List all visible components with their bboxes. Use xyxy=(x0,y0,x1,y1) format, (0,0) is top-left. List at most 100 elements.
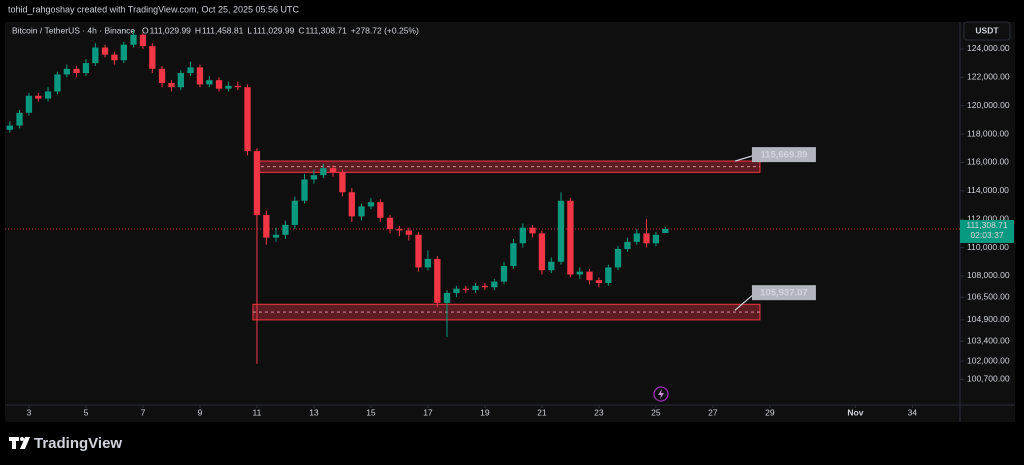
lightning-icon[interactable] xyxy=(653,386,669,402)
y-tick-label: 116,000.00 xyxy=(967,157,1009,167)
callout-line xyxy=(734,292,756,311)
candle-body xyxy=(491,281,498,288)
y-tick-label: 124,000.00 xyxy=(967,43,1010,53)
candle-body xyxy=(415,234,422,268)
candle-body xyxy=(168,82,175,88)
currency-button[interactable] xyxy=(963,21,1011,41)
x-tick-label: 13 xyxy=(309,407,319,417)
currency: USDT xyxy=(975,25,999,35)
y-tick-label: 122,000.00 xyxy=(967,72,1010,82)
y-tick-label: 110,000.00 xyxy=(967,242,1009,252)
candle-body xyxy=(149,46,156,69)
candle-body xyxy=(358,206,365,217)
candle-body xyxy=(111,54,118,61)
x-tick-label: 11 xyxy=(253,407,262,417)
candle-body xyxy=(500,265,508,282)
candle-body xyxy=(54,74,61,92)
candle-body xyxy=(130,34,137,45)
callout-line xyxy=(734,154,756,162)
candle-body xyxy=(120,44,127,61)
candle-body xyxy=(377,202,384,218)
x-tick-label: 25 xyxy=(651,407,661,417)
candle-body xyxy=(320,168,327,176)
candle-body xyxy=(529,227,536,234)
legend-value: 111,029.99 xyxy=(253,25,295,35)
candle-body xyxy=(548,261,555,271)
callout-box xyxy=(751,285,816,301)
candle-body xyxy=(177,73,184,88)
candle-body xyxy=(348,192,355,217)
candle-body xyxy=(633,233,640,242)
last-price-label: 111,308.71 xyxy=(966,220,1008,230)
candle-body xyxy=(367,202,375,207)
legend-value: 111,458.81 xyxy=(202,25,244,35)
x-tick-label: 23 xyxy=(594,407,604,417)
candle-body xyxy=(35,95,42,99)
y-tick-label: 114,000.00 xyxy=(967,185,1009,195)
candle-body xyxy=(206,80,213,85)
legend-key: L xyxy=(247,25,252,35)
x-tick-label: 21 xyxy=(537,407,547,417)
legend-key: O xyxy=(142,25,149,35)
candle-body xyxy=(215,80,223,89)
candle-body xyxy=(396,229,403,231)
candle-body xyxy=(16,112,23,126)
candle-body xyxy=(557,200,565,262)
symbol: Bitcoin / TetherUS · 4h · Binance xyxy=(12,25,135,35)
candle-body xyxy=(472,285,479,291)
candle-body xyxy=(291,200,298,225)
candle-body xyxy=(339,172,346,193)
candle-body xyxy=(82,63,90,74)
candle-body xyxy=(462,288,469,291)
candle-body xyxy=(643,233,650,244)
candle-body xyxy=(519,227,526,244)
x-tick-label: 9 xyxy=(198,407,203,417)
legend-value: 111,029.99 xyxy=(150,25,192,35)
x-tick-label: 7 xyxy=(141,407,146,417)
candle-body xyxy=(101,47,109,55)
candle-body xyxy=(44,91,52,99)
y-tick-label: 108,000.00 xyxy=(967,270,1010,280)
candle-body xyxy=(662,228,669,233)
candle-body xyxy=(614,248,622,268)
x-tick-label: Nov xyxy=(847,407,863,417)
candle-body xyxy=(158,68,166,83)
candle-body xyxy=(225,85,232,89)
y-tick-label: 106,500.00 xyxy=(967,291,1010,301)
y-tick-label: 112,000.00 xyxy=(967,213,1009,223)
y-tick-label: 118,000.00 xyxy=(967,128,1009,138)
candle-body xyxy=(244,87,251,152)
callout-box xyxy=(751,147,816,163)
candle-body xyxy=(424,258,432,268)
legend-key: H xyxy=(195,25,201,35)
x-tick-label: 29 xyxy=(765,407,775,417)
candle-body xyxy=(282,224,289,235)
candle-body xyxy=(567,200,574,275)
candle-body xyxy=(196,67,204,85)
candle-body xyxy=(652,234,660,244)
candle-body xyxy=(187,67,194,74)
candle-body xyxy=(434,258,441,303)
candle-body xyxy=(272,234,280,238)
candle-body xyxy=(386,217,394,230)
x-tick-label: 27 xyxy=(708,407,718,417)
candle-body xyxy=(92,47,99,64)
candle-body xyxy=(405,230,412,235)
candle-body xyxy=(624,241,631,249)
x-tick-label: 5 xyxy=(84,407,89,417)
candle-body xyxy=(6,125,13,130)
candle-body xyxy=(234,85,241,88)
y-tick-label: 102,000.00 xyxy=(967,355,1010,365)
candle-body xyxy=(481,285,489,288)
candle-body xyxy=(605,267,612,284)
header: tohid_rahgoshay created with TradingView… xyxy=(8,4,300,14)
brand: TradingView xyxy=(34,435,122,452)
candle-body xyxy=(510,243,517,266)
candle-body xyxy=(139,34,147,47)
callout-label: 105,937.07 xyxy=(760,288,808,299)
x-tick-label: 19 xyxy=(480,407,490,417)
legend-value: 111,308.71 xyxy=(305,25,347,35)
y-tick-label: 120,000.00 xyxy=(967,100,1010,110)
chart-background xyxy=(5,22,1015,422)
